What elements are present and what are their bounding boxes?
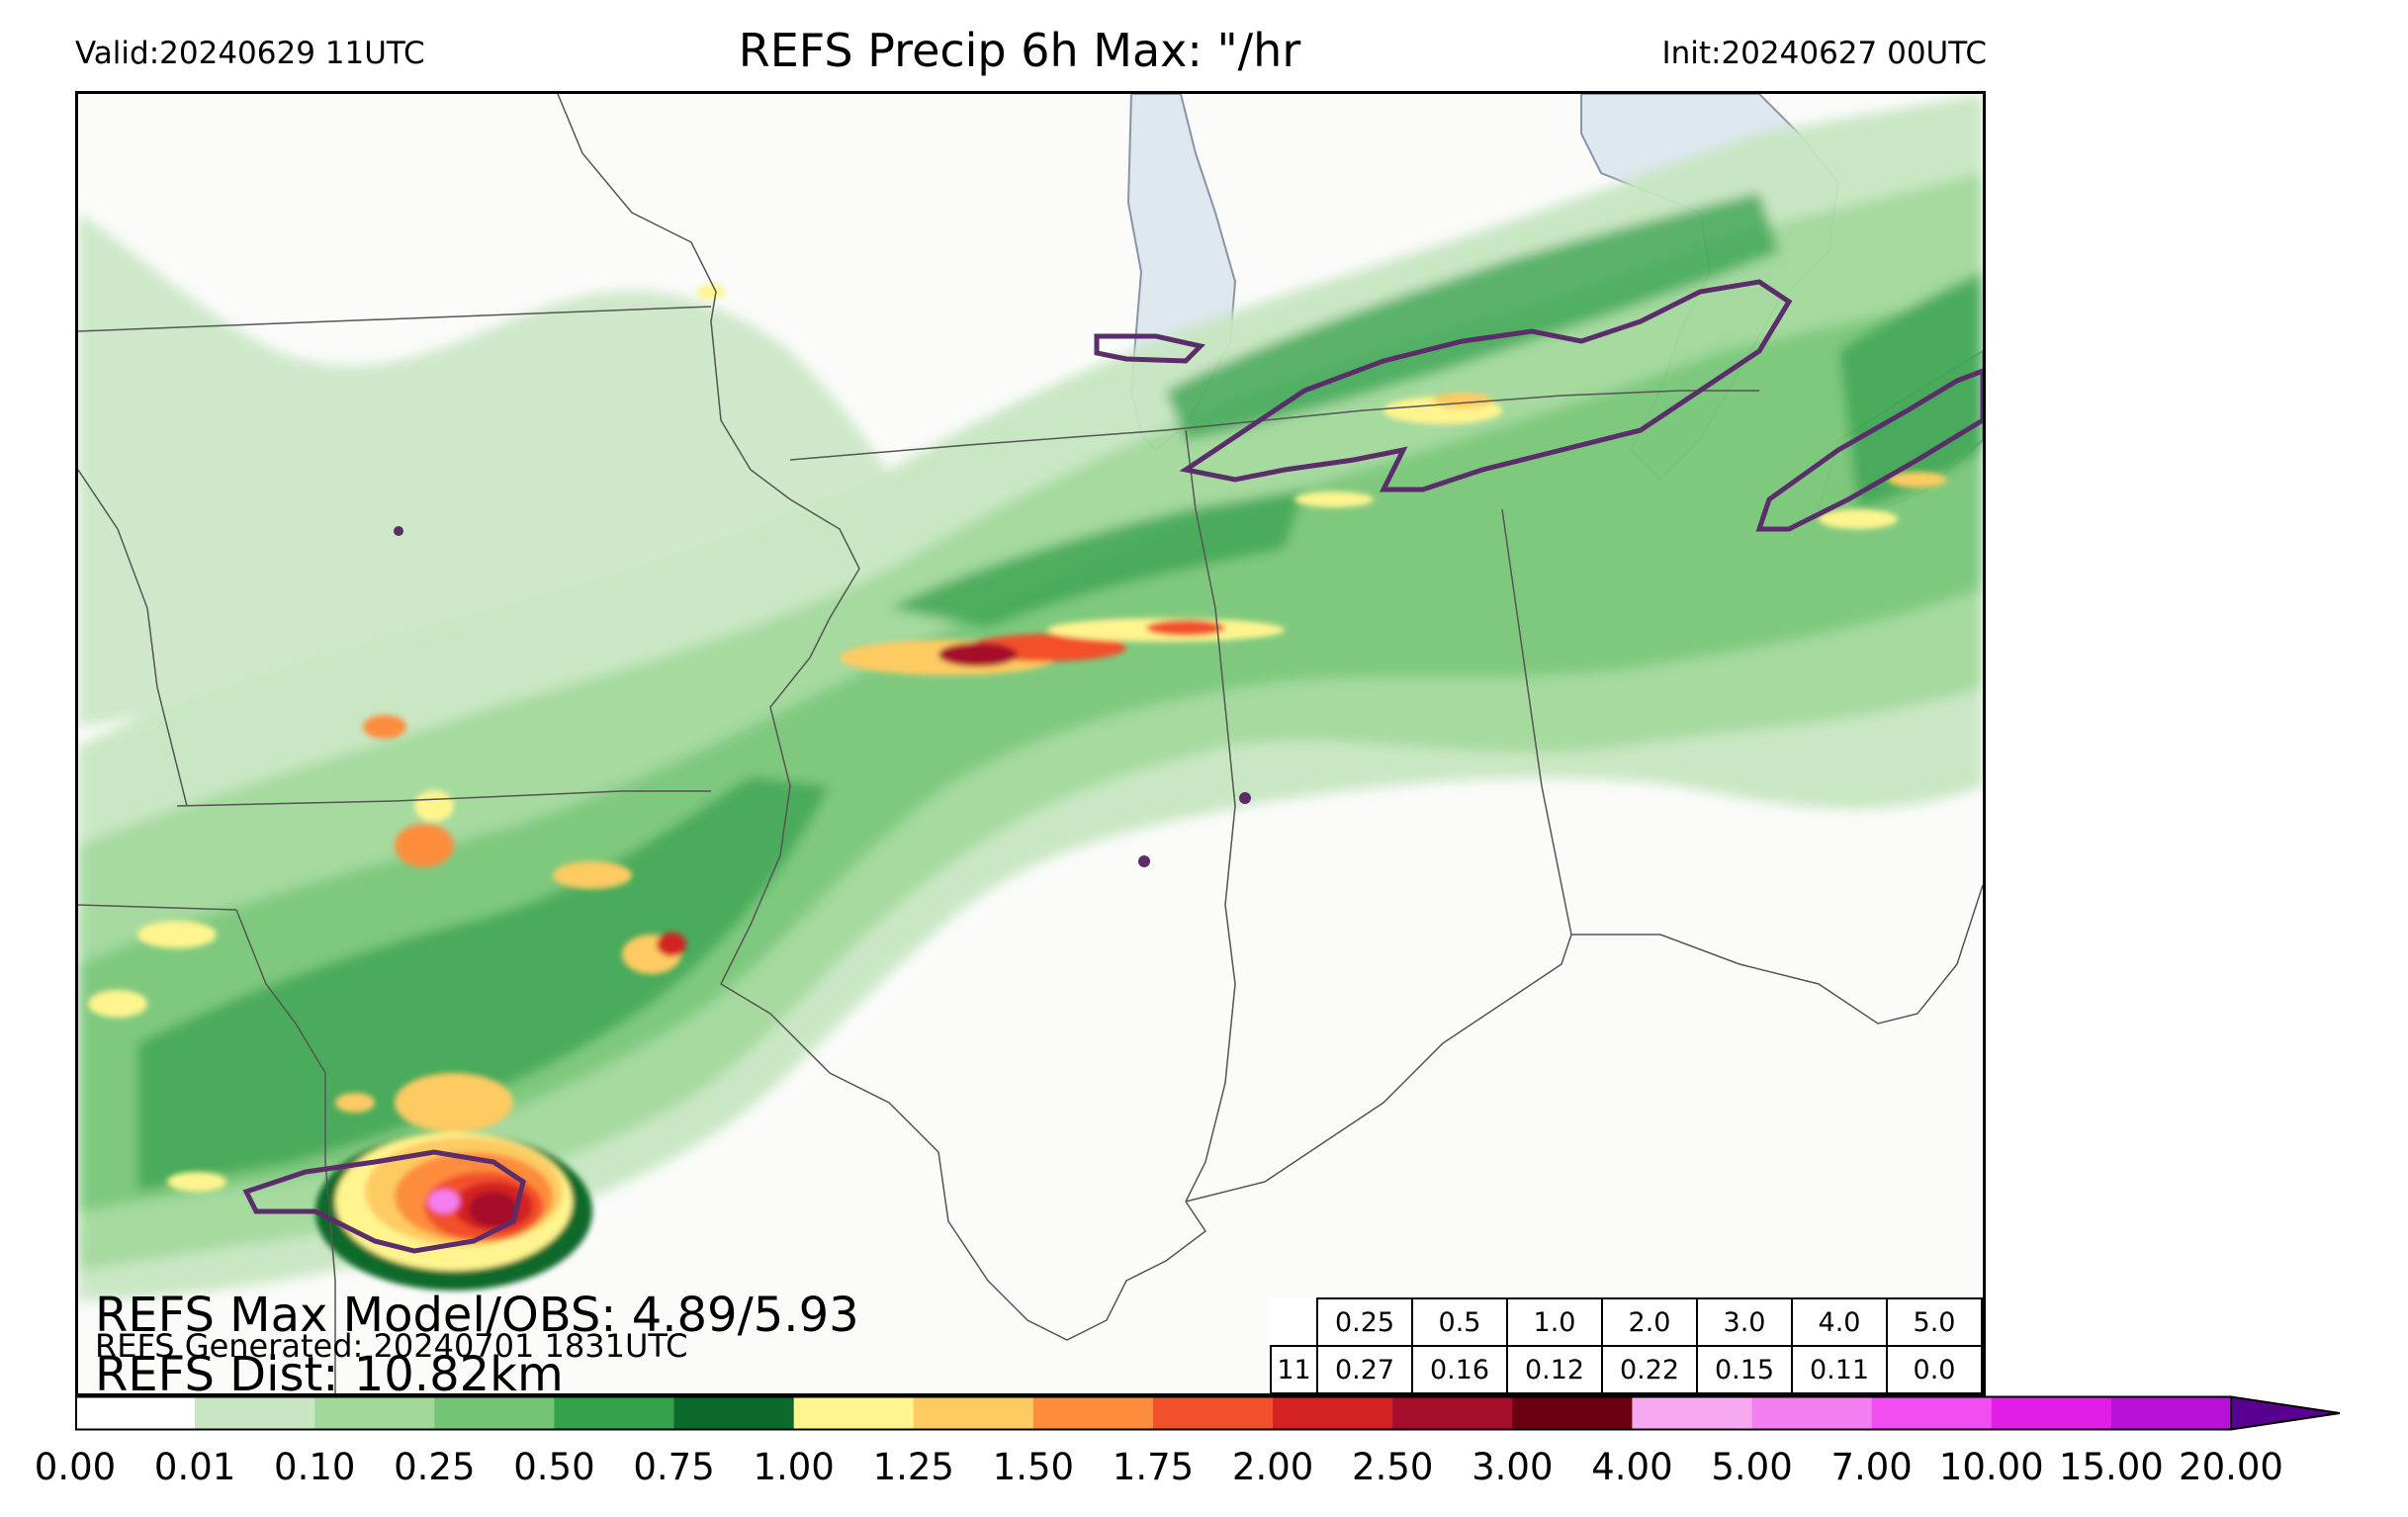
colorbar-tick-label: 1.75: [1112, 1446, 1195, 1488]
init-time-label: Init:20240627 00UTC: [1661, 36, 1987, 71]
score-row: 11 0.27 0.16 0.12 0.22 0.15 0.11 0.0: [1270, 1345, 1983, 1394]
threshold-cell: 0.5: [1411, 1297, 1508, 1347]
score-cell: 0.15: [1696, 1345, 1793, 1394]
colorbar-segment: [314, 1396, 435, 1430]
colorbar-tick-label: 10.00: [1938, 1446, 2044, 1488]
colorbar-tick-label: 2.50: [1352, 1446, 1434, 1488]
colorbar-segment: [434, 1396, 555, 1430]
threshold-score-table: 0.25 0.5 1.0 2.0 3.0 4.0 5.0 11 0.27 0.1…: [1270, 1297, 1983, 1394]
obs-points: [394, 526, 1251, 867]
colorbar-segment: [1751, 1396, 1873, 1430]
colorbar-tick-label: 15.00: [2058, 1446, 2164, 1488]
colorbar-tick-label: 3.00: [1472, 1446, 1554, 1488]
state-boundaries: [78, 94, 1983, 1393]
colorbar-segment: [1273, 1396, 1393, 1430]
colorbar-tick-label: 1.00: [753, 1446, 835, 1488]
score-cell: 0.12: [1506, 1345, 1603, 1394]
max-model-obs-label: REFS Max Model/OBS: 4.89/5.93: [95, 1288, 859, 1343]
colorbar-segment: [554, 1396, 675, 1430]
colorbar-tick-label: 5.00: [1711, 1446, 1793, 1488]
colorbar-tick-label: 7.00: [1830, 1446, 1913, 1488]
obs-contours: [242, 279, 1983, 1254]
colorbar-segment: [195, 1396, 315, 1430]
colorbar: [75, 1395, 2341, 1431]
threshold-cell: 4.0: [1791, 1297, 1888, 1347]
colorbar-tick-label: 0.10: [274, 1446, 356, 1488]
colorbar-segment: [1991, 1396, 2112, 1430]
colorbar-tick-label: 1.50: [992, 1446, 1075, 1488]
colorbar-tick-label: 0.75: [633, 1446, 715, 1488]
obs-contour-north: [1094, 333, 1205, 364]
colorbar-segment: [1512, 1396, 1633, 1430]
threshold-cell: 5.0: [1886, 1297, 1983, 1347]
score-cell: 0.11: [1791, 1345, 1888, 1394]
score-cell: 0.22: [1601, 1345, 1698, 1394]
colorbar-tick-label: 1.25: [872, 1446, 954, 1488]
colorbar-segment: [1632, 1396, 1753, 1430]
threshold-cell: 3.0: [1696, 1297, 1793, 1347]
colorbar-tick-label: 2.00: [1231, 1446, 1314, 1488]
colorbar-tick-label: 4.00: [1591, 1446, 1673, 1488]
threshold-cell: 2.0: [1601, 1297, 1698, 1347]
colorbar-tick-label: 0.25: [394, 1446, 476, 1488]
obs-contour-east: [1755, 368, 1983, 532]
threshold-row: 0.25 0.5 1.0 2.0 3.0 4.0 5.0: [1271, 1297, 1983, 1347]
precip-field: [78, 94, 1983, 1300]
score-cell: 0.16: [1411, 1345, 1508, 1394]
map-title: REFS Precip 6h Max: "/hr: [738, 24, 1301, 77]
score-cell: 0.0: [1886, 1345, 1983, 1394]
colorbar-tick-label: 0.00: [34, 1446, 117, 1488]
obs-contour-south: [242, 1149, 526, 1254]
colorbar-segment: [673, 1396, 795, 1430]
colorbar-segment: [1871, 1396, 1993, 1430]
threshold-cell: 0.25: [1316, 1297, 1413, 1347]
precip-map-canvas: [78, 94, 1983, 1393]
table-corner: [1271, 1298, 1317, 1346]
precip-map: [75, 91, 1986, 1396]
colorbar-outline: [75, 1395, 2232, 1431]
dist-label: REFS Dist: 10.82km: [95, 1347, 564, 1402]
colorbar-segment: [1032, 1396, 1154, 1430]
colorbar-tick-label: 20.00: [2179, 1446, 2283, 1488]
colorbar-segment: [2110, 1396, 2232, 1430]
colorbar-segment: [913, 1396, 1034, 1430]
row-label-cell: 11: [1270, 1345, 1318, 1394]
threshold-cell: 1.0: [1506, 1297, 1603, 1347]
obs-contour-michigan: [1179, 279, 1793, 492]
colorbar-tick-label: 0.50: [513, 1446, 595, 1488]
colorbar-segment: [793, 1396, 915, 1430]
colorbar-segment: [75, 1396, 196, 1430]
generated-time-label: REFS Generated: 20240701 1831UTC: [95, 1327, 688, 1365]
score-cell: 0.27: [1316, 1345, 1413, 1394]
colorbar-tick-label: 0.01: [153, 1446, 236, 1488]
colorbar-extend-arrow: [2230, 1395, 2341, 1431]
colorbar-segment: [1153, 1396, 1274, 1430]
valid-time-label: Valid:20240629 11UTC: [75, 36, 425, 71]
colorbar-segment: [1392, 1396, 1513, 1430]
